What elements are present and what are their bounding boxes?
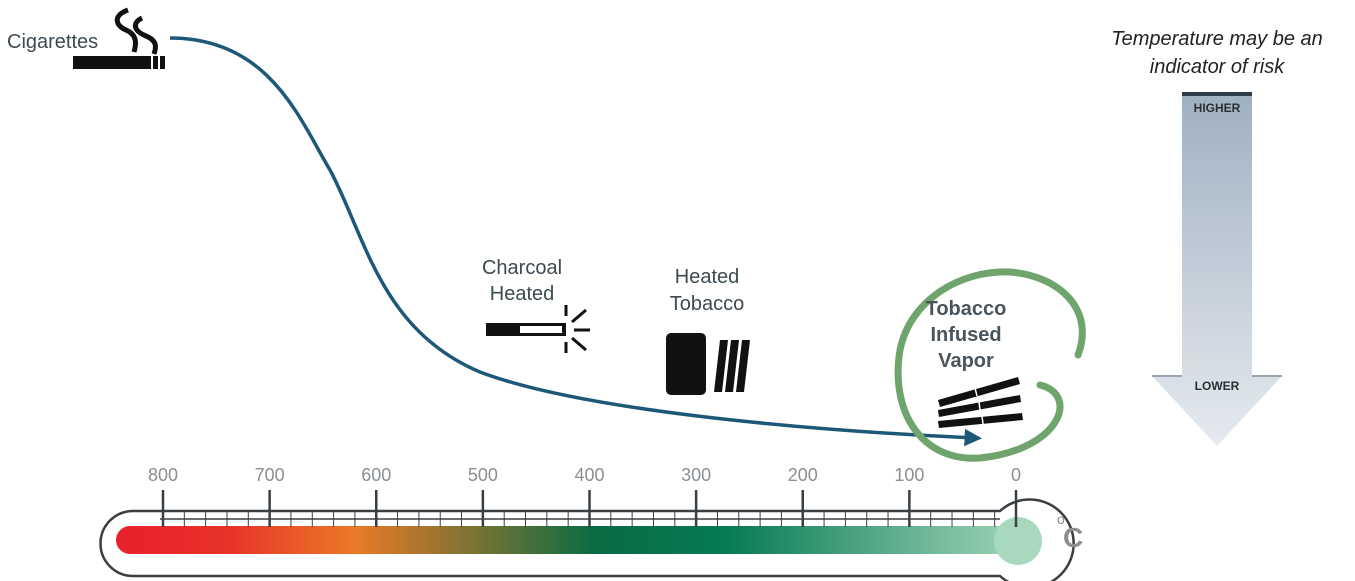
risk-lower-label: LOWER xyxy=(1195,379,1240,393)
tick-label: 600 xyxy=(361,465,391,485)
temperature-curve xyxy=(170,38,975,438)
tick-label: 300 xyxy=(681,465,711,485)
heated-label-line2: Tobacco xyxy=(670,293,745,315)
vapor-sticks-icon xyxy=(938,377,1023,428)
charcoal-label-line1: Charcoal xyxy=(482,257,562,279)
heated-tobacco-device-icon xyxy=(666,333,750,395)
cigarettes-label: Cigarettes xyxy=(7,31,98,53)
tick-label: 100 xyxy=(894,465,924,485)
vapor-label-line2: Infused xyxy=(930,324,1001,346)
charcoal-label-line2: Heated xyxy=(490,283,555,305)
tick-label: 200 xyxy=(788,465,818,485)
tick-label: 400 xyxy=(574,465,604,485)
risk-caption-line2: indicator of risk xyxy=(1150,56,1285,78)
thermometer-tick-labels: 800 700 600 500 400 300 200 100 0 xyxy=(148,465,1021,485)
tick-label: 800 xyxy=(148,465,178,485)
risk-higher-label: HIGHER xyxy=(1194,101,1241,115)
thermometer-ticks xyxy=(163,490,1016,527)
risk-caption-line1: Temperature may be an xyxy=(1111,28,1323,50)
charcoal-heated-stick-icon xyxy=(486,305,590,353)
tick-label: 0 xyxy=(1011,465,1021,485)
vapor-label-line1: Tobacco xyxy=(926,298,1007,320)
vapor-label-line3: Vapor xyxy=(938,350,994,372)
unit-celsius: C xyxy=(1063,522,1083,553)
tick-label: 500 xyxy=(468,465,498,485)
heated-label-line1: Heated xyxy=(675,266,740,288)
thermometer: 800 700 600 500 400 300 200 100 0 xyxy=(100,465,1073,581)
tick-label: 700 xyxy=(255,465,285,485)
